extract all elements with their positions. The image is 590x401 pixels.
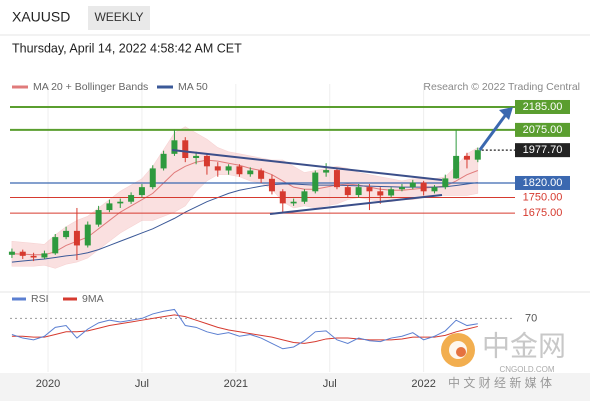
trendline [269, 194, 443, 215]
candle-body [301, 191, 308, 202]
rsi-line [11, 308, 478, 350]
candle-body [30, 255, 37, 258]
candle-body [52, 237, 59, 254]
level-label: 2185.00 [523, 101, 563, 113]
candle-body [398, 187, 405, 190]
candle-body [193, 155, 200, 158]
timestamp: Thursday, April 14, 2022 4:58:42 AM CET [12, 41, 242, 55]
candle-body [214, 166, 221, 171]
level-label-box [515, 190, 570, 205]
legend-label: 9MA [82, 293, 104, 305]
candle-body [290, 201, 297, 204]
rsi-tick-label: 70 [525, 312, 537, 324]
x-tick-label: Jul [323, 378, 337, 390]
x-tick-label: Jul [135, 378, 149, 390]
candle-body [312, 172, 319, 192]
candle-body [409, 182, 416, 188]
candle-body [203, 155, 210, 167]
candle-body [247, 170, 254, 175]
candle-body [41, 253, 48, 258]
candle-body [463, 155, 470, 160]
candle-body [268, 178, 275, 192]
watermark-logo [441, 333, 475, 367]
candle-body [355, 187, 362, 196]
level-label: 2075.00 [523, 124, 563, 136]
candle-body [19, 251, 26, 256]
level-label-box [515, 206, 570, 221]
candle-body [149, 168, 156, 188]
source: Research © 2022 Trading Central [423, 81, 580, 93]
level-label-box [515, 143, 570, 158]
level-label: 1820.00 [523, 177, 563, 189]
candle-body [420, 182, 427, 192]
x-axis-band [0, 373, 590, 401]
candle-body [225, 166, 232, 171]
ma50-line [11, 182, 478, 263]
legend-label: RSI [31, 293, 49, 305]
candle-body [474, 150, 481, 160]
forecast-arrow [478, 112, 509, 151]
rsi-ma-line [11, 314, 478, 344]
symbol: XAUUSD [12, 9, 70, 25]
candle-body [388, 189, 395, 196]
candle-body [84, 224, 91, 246]
candle-body [95, 210, 102, 225]
candle-body [431, 187, 438, 192]
legend-label: MA 50 [178, 81, 208, 93]
timeframe-label[interactable]: WEEKLY [94, 10, 143, 24]
x-tick-label: 2022 [411, 378, 435, 390]
candle-body [323, 170, 330, 173]
watermark-tagline: 中 文 财 经 新 媒 体 [448, 375, 552, 390]
candle-body [138, 187, 145, 196]
candle-body [279, 191, 286, 204]
candle-body [366, 187, 373, 192]
candle-body [8, 251, 15, 255]
forecast-arrowhead [499, 107, 513, 120]
x-tick-label: 2021 [224, 378, 248, 390]
candle-body [128, 195, 135, 202]
candle-body [442, 178, 449, 188]
candle-body [258, 170, 265, 179]
level-label-box [515, 122, 570, 137]
candle-body [236, 166, 243, 175]
candle-body [117, 201, 124, 204]
candle-body [73, 230, 80, 246]
candle-body [182, 140, 189, 158]
x-tick-label: 2020 [36, 378, 60, 390]
candle-body [453, 155, 460, 179]
level-label: 1750.00 [523, 191, 563, 203]
candle-body [333, 170, 340, 188]
level-label: 1675.00 [523, 207, 563, 219]
level-label: 1977.70 [523, 144, 563, 156]
candle-body [106, 203, 113, 211]
candle-body [344, 187, 351, 196]
trendline [171, 149, 443, 181]
watermark-name: 中金网 [482, 330, 566, 361]
candle-body [171, 140, 178, 154]
level-label-box [515, 99, 570, 114]
timeframe-tab[interactable] [88, 6, 150, 30]
level-label-box [515, 175, 570, 190]
candle-body [63, 230, 70, 238]
legend-label: MA 20 + Bollinger Bands [33, 81, 148, 93]
candle-body [160, 153, 167, 169]
candle-body [377, 191, 384, 196]
watermark-site: CNGOLD.COM [499, 365, 554, 374]
